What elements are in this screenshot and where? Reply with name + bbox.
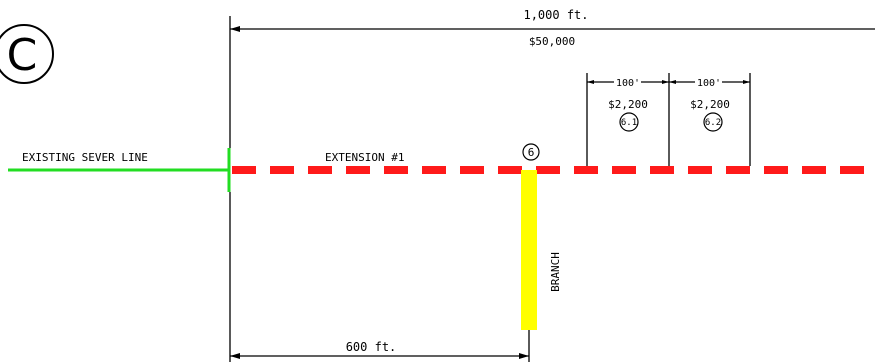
- segment-1-length: 100': [616, 78, 640, 89]
- segment-1-arrow-right: [662, 80, 669, 84]
- branch-label: BRANCH: [549, 252, 562, 292]
- branch-node-id: 6: [528, 146, 535, 159]
- sheet-marker: C: [0, 24, 54, 84]
- sheet-marker-circle: [0, 24, 54, 84]
- existing-line-label: EXISTING SEVER LINE: [22, 151, 148, 164]
- segment-2-id: 6.2: [705, 118, 721, 128]
- segment-2-arrow-right: [743, 80, 750, 84]
- segment-dimensions: 100' $2,200 6.1 100' $2,200 6.2: [586, 73, 751, 166]
- branch-stroke: [521, 170, 537, 330]
- segment-6-1: 100' $2,200 6.1: [587, 78, 669, 132]
- segment-1-id: 6.1: [621, 118, 637, 128]
- total-length-label: 1,000 ft.: [523, 8, 588, 22]
- total-cost-label: $50,000: [529, 35, 575, 48]
- extension-label: EXTENSION #1: [325, 151, 404, 164]
- segment-2-id-circle: [703, 112, 723, 132]
- branch-node-circle: [522, 143, 540, 161]
- extension-line: EXTENSION #1: [232, 151, 875, 174]
- segment-6-2: 100' $2,200 6.2: [669, 78, 750, 132]
- overall-dimension: 1,000 ft. $50,000: [229, 8, 875, 148]
- offset-arrow-right: [519, 353, 529, 359]
- sheet-marker-letter: C: [7, 30, 38, 81]
- segment-1-cost: $2,200: [608, 98, 648, 111]
- segment-1-arrow-left: [587, 80, 594, 84]
- offset-arrow-left: [230, 353, 240, 359]
- segment-2-arrow-left: [669, 80, 676, 84]
- existing-sewer-line: EXISTING SEVER LINE: [8, 148, 231, 192]
- segment-2-length: 100': [697, 78, 721, 89]
- branch-line: BRANCH: [521, 170, 562, 330]
- branch-offset-label: 600 ft.: [346, 340, 397, 354]
- segment-1-id-circle: [619, 112, 639, 132]
- overall-arrow-left: [230, 26, 240, 32]
- segment-2-cost: $2,200: [690, 98, 730, 111]
- branch-offset-dimension: 600 ft.: [229, 192, 530, 362]
- branch-node: 6: [522, 143, 540, 161]
